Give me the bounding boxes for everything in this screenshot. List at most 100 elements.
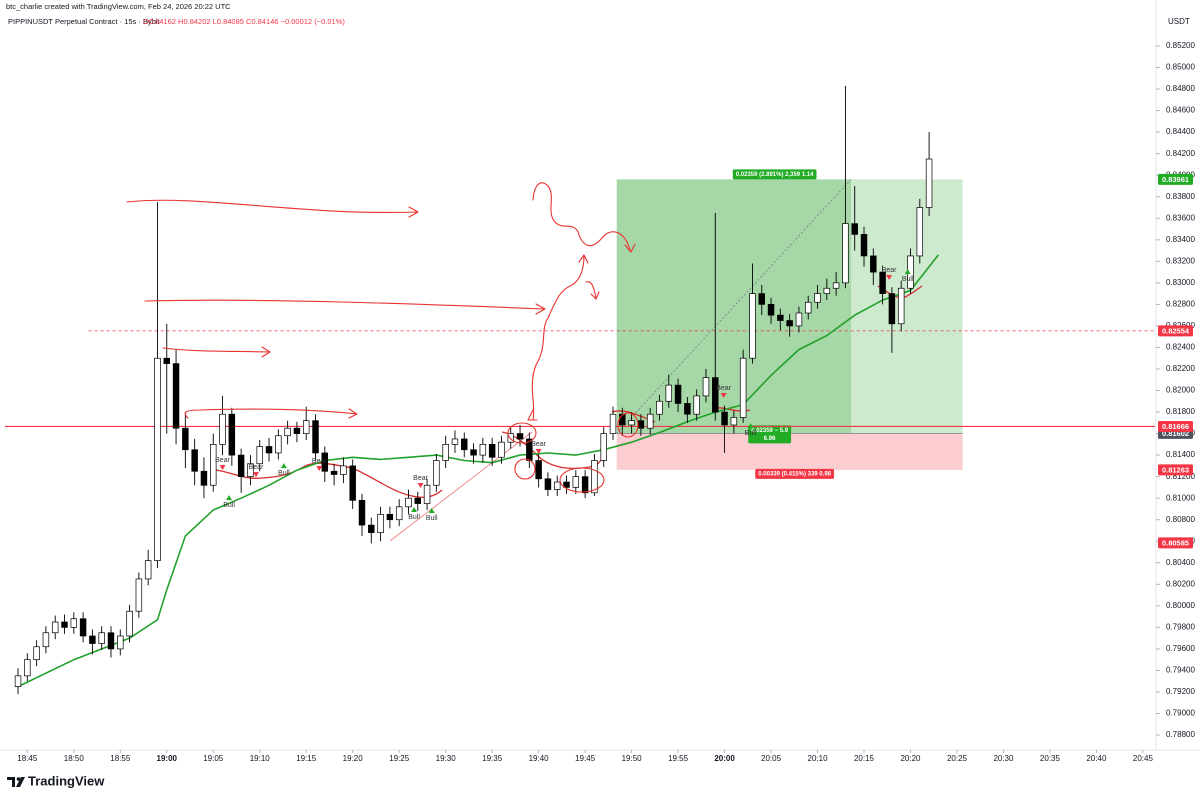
y-tick-label: 0.78800 <box>1166 730 1195 739</box>
price-tag-label: 0.81263 <box>1162 465 1189 474</box>
signal-label: Bear <box>882 267 897 274</box>
x-tick-label: 18:55 <box>110 754 131 763</box>
candle-body <box>786 320 793 327</box>
signal-marker <box>226 495 233 501</box>
candle-body <box>572 476 580 488</box>
hand-arrow <box>531 254 589 421</box>
candle-body <box>739 357 747 418</box>
candle-body <box>758 293 765 305</box>
candles <box>14 85 933 695</box>
candle-body <box>470 449 477 456</box>
candle-body <box>126 610 133 637</box>
x-tick-label: 19:35 <box>482 754 503 763</box>
candle-body <box>302 420 310 434</box>
candle-body <box>442 444 449 461</box>
y-tick-label: 0.84800 <box>1166 84 1195 93</box>
signal-label: Bear <box>531 441 546 448</box>
candle-body <box>693 395 700 415</box>
candle-body <box>684 403 691 415</box>
candle-body <box>563 481 570 488</box>
candle-body <box>433 460 440 486</box>
position-tool: 0.02359 (2.891%) 2,359 1.14 0.02359 − 5.9… <box>616 169 963 479</box>
signal-label: Bear <box>413 475 428 482</box>
candle-body <box>814 293 821 303</box>
entry-label-box <box>748 425 792 444</box>
candle-body <box>842 223 849 284</box>
candle-body <box>237 454 245 477</box>
x-tick-label: 19:00 <box>157 754 178 763</box>
price-tag-label: 0.82554 <box>1162 326 1190 335</box>
logo-mark <box>16 777 21 781</box>
candle-body <box>33 646 40 661</box>
x-tick-label: 19:10 <box>250 754 271 763</box>
x-tick-label: 20:40 <box>1086 754 1107 763</box>
stop-label-box <box>755 468 835 479</box>
candle-body <box>135 578 143 612</box>
candle-body <box>832 282 840 289</box>
signal-label: Bull <box>426 515 438 522</box>
signal-label: Bear <box>215 457 230 464</box>
candle-body <box>461 438 468 451</box>
candle-body <box>172 363 180 429</box>
price-tag <box>1158 537 1193 549</box>
candle-body <box>107 632 115 650</box>
x-tick-label: 18:45 <box>17 754 38 763</box>
candle-body <box>210 444 217 486</box>
y-tick-label: 0.79400 <box>1166 666 1195 675</box>
signal-marker <box>417 483 424 489</box>
candle-body <box>897 287 905 325</box>
indicator-line <box>877 285 923 299</box>
candle-body <box>284 427 291 437</box>
candle-body <box>247 463 254 477</box>
candle-body <box>51 621 59 634</box>
hand-circle <box>507 422 537 444</box>
candle-body <box>628 420 635 426</box>
logo-mark <box>7 777 15 787</box>
x-tick-label: 20:45 <box>1133 754 1154 763</box>
candle-body <box>535 460 542 480</box>
x-tick-label: 20:35 <box>1040 754 1061 763</box>
candle-body <box>721 411 728 426</box>
candle-body <box>488 444 496 458</box>
x-tick-label: 18:50 <box>64 754 85 763</box>
candle-body <box>98 632 105 644</box>
signal-marker <box>316 466 323 472</box>
y-tick-label: 0.81400 <box>1166 450 1195 459</box>
hand-circle <box>514 458 536 480</box>
candle-body <box>182 427 189 451</box>
price-tag <box>1158 420 1193 432</box>
candle-body <box>117 635 124 650</box>
candle-body <box>414 497 422 504</box>
signal-marker <box>535 449 542 455</box>
y-tick-label: 0.84600 <box>1166 106 1195 115</box>
hand-circle <box>617 412 639 438</box>
y-tick-label: 0.83400 <box>1166 235 1195 244</box>
candle-body <box>70 618 78 628</box>
hand-arrow <box>532 182 636 253</box>
candle-body <box>767 304 775 316</box>
x-tick-label: 19:20 <box>343 754 364 763</box>
candle-body <box>321 452 329 472</box>
y-tick-label: 0.81200 <box>1166 472 1195 481</box>
x-tick-label: 20:10 <box>808 754 829 763</box>
candle-body <box>312 420 319 454</box>
candle-body <box>600 433 607 461</box>
x-tick-label: 19:55 <box>668 754 689 763</box>
target-label-box <box>732 169 817 180</box>
candle-body <box>479 444 487 456</box>
entry-label: 0.02359 − 5.9 <box>751 428 789 434</box>
candle-body <box>851 223 858 235</box>
candle-body <box>749 293 756 359</box>
candle-body <box>451 438 459 445</box>
y-tick-label: 0.85200 <box>1166 41 1195 50</box>
candle-body <box>702 377 710 397</box>
stop-label: 0.00339 (0.415%) 339 0.98 <box>758 471 831 477</box>
hand-arrow <box>527 409 538 421</box>
candle-body <box>423 484 431 504</box>
candle-body <box>24 659 31 677</box>
candle-body <box>581 476 589 494</box>
signal-marker <box>253 472 260 478</box>
candle-body <box>870 255 877 273</box>
candle-body <box>14 675 22 687</box>
